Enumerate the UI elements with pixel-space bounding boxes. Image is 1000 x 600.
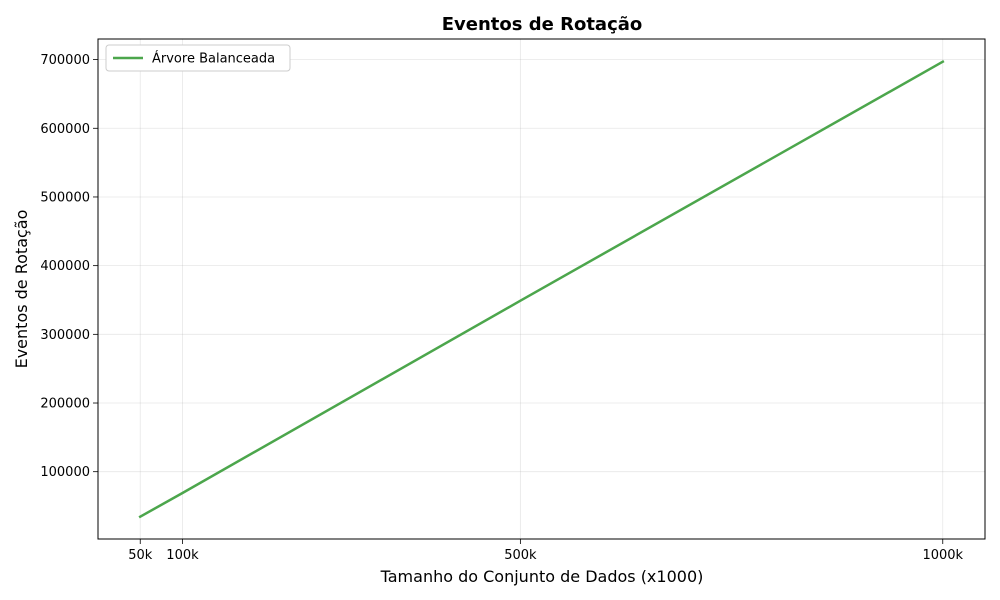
y-tick-label: 400000 [40, 259, 90, 274]
x-tick-label: 500k [504, 548, 537, 563]
legend-label: Árvore Balanceada [152, 51, 275, 67]
legend-box [105, 44, 291, 72]
plot-frame [97, 38, 986, 540]
chart-title: Eventos de Rotação [442, 14, 643, 35]
y-tick-label: 600000 [40, 122, 90, 137]
y-tick-label: 200000 [40, 397, 90, 412]
x-tick-label: 1000k [922, 548, 963, 563]
y-tick-label: 500000 [40, 190, 90, 205]
legend: Árvore Balanceada [105, 44, 291, 72]
grid-layer [98, 39, 985, 539]
x-tick-label: 50k [128, 548, 153, 563]
y-tick-label: 100000 [40, 465, 90, 480]
y-tick-label: 300000 [40, 328, 90, 343]
x-tick-label: 100k [166, 548, 199, 563]
y-tick-label: 700000 [40, 53, 90, 68]
series-layer [138, 59, 945, 519]
x-axis-label: Tamanho do Conjunto de Dados (x1000) [380, 567, 704, 586]
series-line [138, 59, 945, 519]
y-axis-label: Eventos de Rotação [12, 210, 31, 369]
tick-layer: 50k 100k 500k 1000k 100000 200000 300000 400000… [40, 53, 963, 563]
